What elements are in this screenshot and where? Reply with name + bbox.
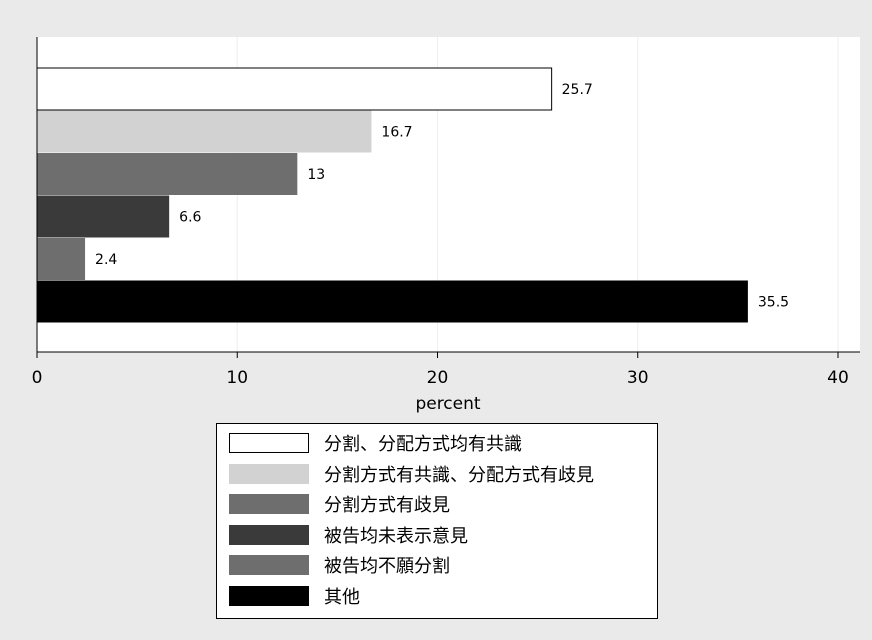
x-tick-label: 20 <box>427 368 449 388</box>
data-label: 2.4 <box>95 252 117 268</box>
bar <box>37 153 298 195</box>
bar <box>37 195 170 238</box>
data-label: 16.7 <box>381 125 412 141</box>
legend-label: 分割方式有歧見 <box>324 495 450 516</box>
x-tick-label: 0 <box>32 368 43 388</box>
legend-item: 分割方式有歧見 <box>229 493 450 516</box>
legend-swatch <box>229 433 309 453</box>
x-axis-title: percent <box>415 394 480 414</box>
legend-item: 被告均未表示意見 <box>229 524 468 547</box>
legend-label: 分割、分配方式均有共識 <box>324 434 522 455</box>
bar <box>37 238 86 280</box>
legend: 分割、分配方式均有共識分割方式有共識、分配方式有歧見 分割方式有歧見 被告均未表示意… <box>216 423 658 619</box>
legend-item: 被告均不願分割 <box>229 554 450 577</box>
data-label: 25.7 <box>562 82 593 98</box>
legend-swatch <box>229 494 309 514</box>
bar-chart: 25.7 16.7 13 6.6 2.4 35.5 0 10 20 30 40 percent <box>32 37 860 414</box>
legend-item: 其他 <box>229 585 360 608</box>
x-tick-label: 30 <box>627 368 649 388</box>
legend-swatch <box>229 555 309 575</box>
x-tick-label: 10 <box>226 368 248 388</box>
data-label: 35.5 <box>758 295 789 311</box>
legend-swatch <box>229 463 309 484</box>
legend-swatch <box>229 585 309 606</box>
bar <box>37 280 748 323</box>
bar <box>37 110 372 153</box>
bar <box>36 67 553 111</box>
legend-item: 分割、分配方式均有共識 <box>229 432 522 455</box>
data-label: 13 <box>307 167 325 183</box>
legend-label: 分割方式有共識、分配方式有歧見 <box>324 464 594 486</box>
legend-label: 被告均未表示意見 <box>324 525 468 547</box>
bars: 25.7 16.7 13 6.6 2.4 35.5 <box>36 67 789 323</box>
x-tick-label: 40 <box>827 368 849 388</box>
legend-swatch <box>229 524 309 545</box>
x-axis: 0 10 20 30 40 <box>32 37 860 388</box>
data-label: 6.6 <box>179 210 201 226</box>
legend-label: 其他 <box>324 586 360 608</box>
legend-label: 被告均不願分割 <box>324 556 450 577</box>
legend-item: 分割方式有共識、分配方式有歧見 <box>229 463 594 486</box>
